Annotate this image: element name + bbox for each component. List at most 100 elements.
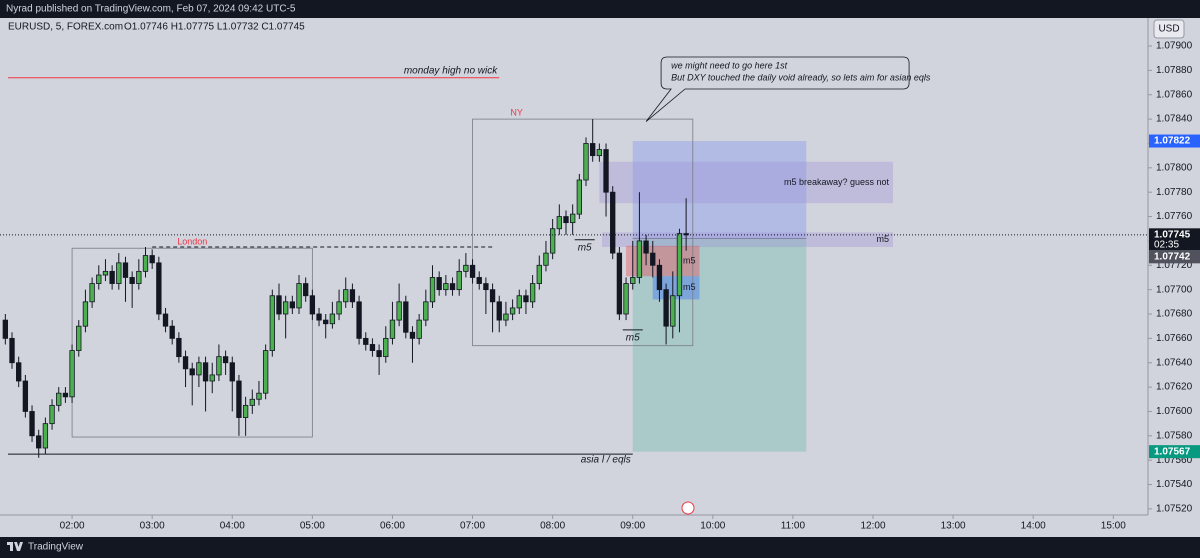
candle-body	[116, 262, 122, 284]
top-bar	[0, 0, 1200, 18]
candle-body	[96, 274, 102, 284]
x-tick-label: 03:00	[140, 521, 165, 532]
price-label-box	[1149, 228, 1200, 251]
candle-body	[269, 295, 275, 351]
x-tick-label: 15:00	[1101, 521, 1126, 532]
candle-body	[670, 295, 676, 327]
x-tick-label: 02:00	[60, 521, 85, 532]
candle-body	[289, 301, 296, 309]
candle-body	[416, 319, 422, 339]
candle-body	[389, 319, 396, 339]
zone-label: m5	[683, 282, 696, 292]
candle-body	[563, 216, 569, 224]
y-tick-label: 1.07560	[1156, 455, 1193, 466]
y-tick-label: 1.07660	[1156, 333, 1193, 344]
price-label: 1.07567	[1154, 446, 1191, 457]
candle-body	[483, 283, 489, 291]
x-tick-label: 10:00	[700, 521, 725, 532]
candle-body	[202, 362, 209, 382]
candle-body	[256, 392, 262, 400]
event-icon[interactable]	[681, 501, 695, 515]
y-tick-label: 1.07720	[1156, 260, 1193, 271]
asia-low-label: asia l / eqls	[581, 455, 631, 466]
y-tick-label: 1.07880	[1156, 65, 1193, 76]
candle-body	[282, 301, 289, 315]
price-label: 1.07745	[1154, 229, 1191, 240]
ny-label: NY	[510, 107, 523, 117]
candle-body	[56, 392, 62, 406]
candle-body	[236, 380, 242, 418]
candle-body	[22, 380, 29, 412]
callout-text: we might need to go here 1st	[671, 60, 788, 70]
price-label: 1.07822	[1154, 136, 1191, 147]
position-stop-zone	[632, 141, 807, 239]
x-tick-label: 11:00	[781, 521, 806, 532]
candle-body	[549, 228, 556, 254]
candle-body	[316, 313, 322, 321]
candle-body	[676, 233, 683, 297]
currency-box[interactable]	[1153, 19, 1185, 39]
x-tick-label: 05:00	[300, 521, 325, 532]
x-tick-label: 06:00	[380, 521, 405, 532]
candle-body	[49, 404, 55, 425]
candle-body	[122, 262, 129, 278]
candle-body	[42, 423, 49, 449]
symbol: EURUSD, 5, FOREX.com	[8, 22, 123, 33]
candle-body	[182, 356, 189, 370]
ny-session-box	[472, 118, 694, 347]
y-tick-label: 1.07860	[1156, 89, 1193, 100]
candle-body	[610, 191, 616, 254]
candle-body	[336, 301, 342, 315]
x-tick-label: 08:00	[540, 521, 565, 532]
candle-body	[436, 277, 442, 291]
callout-text: But DXY touched the daily void already, …	[671, 72, 931, 82]
candle-body	[616, 252, 623, 315]
candle-body	[129, 277, 135, 284]
candle-body	[543, 252, 549, 266]
callout-bubble	[645, 56, 910, 122]
zone-label: m5	[877, 234, 890, 244]
candle-body	[630, 277, 636, 284]
candle-body	[69, 350, 75, 398]
x-tick-label: 07:00	[460, 521, 485, 532]
y-tick-label: 1.07800	[1156, 162, 1193, 173]
candle-body	[89, 283, 95, 303]
candle-body	[276, 295, 282, 315]
candle-body	[242, 404, 249, 418]
candle-body	[403, 301, 409, 333]
candle-body	[16, 362, 22, 382]
zone	[599, 161, 894, 204]
candle-body	[503, 313, 509, 321]
candle-body	[643, 240, 649, 254]
candle-body	[76, 325, 82, 351]
x-tick-label: 13:00	[941, 521, 966, 532]
y-tick-label: 1.07760	[1156, 211, 1193, 222]
candle-body	[376, 350, 382, 358]
candle-body	[102, 270, 109, 276]
candle-body	[156, 262, 162, 315]
price-label-box	[1149, 445, 1200, 459]
candle-body	[536, 264, 542, 284]
candle-body	[162, 313, 169, 327]
y-tick-label: 1.07680	[1156, 309, 1193, 320]
candle-body	[229, 362, 235, 382]
candles	[2, 119, 689, 458]
candle-body	[349, 289, 356, 303]
overlay: 1.07520 1.07540 1.07560 1.07580 1.07600 1.076…	[0, 41, 1200, 532]
candle-body	[176, 337, 182, 358]
y-tick-label: 1.07780	[1156, 187, 1193, 198]
candle-body	[2, 319, 9, 339]
candle-body	[149, 255, 155, 264]
candle-body	[556, 216, 562, 230]
candle-body	[329, 313, 336, 325]
candle-body	[36, 435, 42, 449]
x-tick-label: 12:00	[860, 521, 885, 532]
candle-body	[636, 240, 643, 278]
candle-body	[169, 325, 175, 339]
candle-body	[396, 301, 402, 321]
bottom-bar	[0, 537, 1200, 558]
candle-body	[463, 264, 469, 272]
y-tick-label: 1.07600	[1156, 406, 1193, 417]
candle-body	[196, 362, 202, 376]
